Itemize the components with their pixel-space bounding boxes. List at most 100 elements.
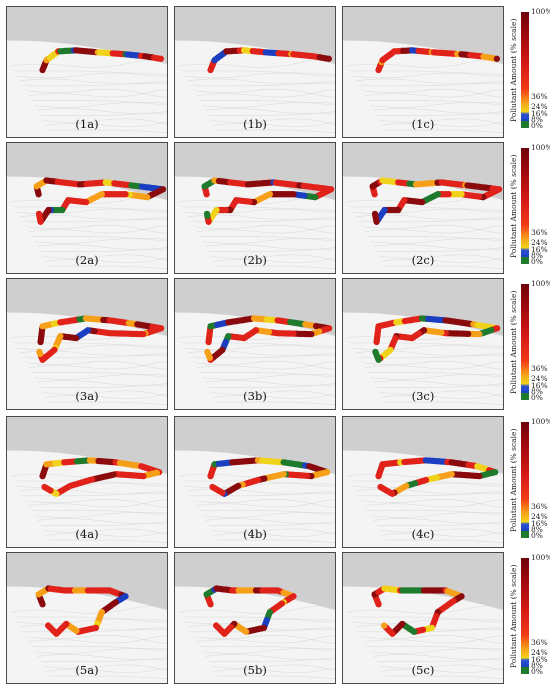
road-line — [214, 531, 335, 537]
panel-label: (2b) — [243, 253, 267, 267]
route-trace — [371, 585, 465, 637]
road-line — [202, 512, 335, 518]
panel-label: (1b) — [243, 117, 267, 131]
road-line — [355, 78, 503, 85]
road-line — [214, 393, 335, 399]
road-line — [379, 528, 503, 535]
map-panel-3c: (3c) — [342, 278, 504, 410]
colorbar-tick: 100% — [531, 143, 550, 152]
estuary — [117, 143, 146, 173]
map-canvas — [7, 279, 167, 406]
road-line — [37, 108, 167, 114]
route-trace — [39, 457, 163, 497]
road-line — [370, 238, 503, 244]
route-point — [381, 622, 388, 629]
road-line — [364, 89, 503, 98]
road-line — [199, 236, 335, 242]
colorbar-gradient — [521, 148, 529, 264]
road-line — [373, 244, 503, 250]
estuary — [453, 7, 482, 37]
road-line — [202, 648, 335, 654]
road-line — [46, 667, 167, 673]
road-line — [37, 244, 167, 250]
estuary — [285, 143, 314, 173]
road-line — [193, 88, 335, 98]
road-line — [361, 88, 503, 98]
panel-label: (3a) — [75, 389, 99, 403]
road-line — [349, 616, 503, 623]
colorbar-tick: 100% — [531, 417, 550, 426]
panel-label: (1a) — [75, 117, 99, 131]
road-line — [16, 344, 167, 351]
road-line — [364, 499, 503, 508]
panel-label: (3b) — [243, 389, 267, 403]
colorbar-gradient — [521, 558, 529, 674]
road-line — [49, 675, 167, 680]
road-line — [361, 634, 503, 644]
road-line — [208, 111, 335, 116]
colorbar-tick: 16% — [531, 518, 548, 528]
map-panel-5c: (5c) — [342, 552, 504, 684]
estuary — [285, 417, 314, 447]
road-line — [211, 390, 335, 397]
road-line — [43, 528, 167, 535]
colorbar-tick: 36% — [531, 364, 548, 374]
road-line — [358, 81, 503, 87]
road-line — [196, 635, 335, 644]
panel-label: (2c) — [411, 253, 435, 267]
road-line — [364, 635, 503, 644]
road-line — [196, 225, 335, 234]
road-line — [352, 344, 503, 351]
estuary — [453, 553, 482, 583]
road-line — [28, 635, 167, 644]
map-panel-1b: (1b) — [174, 6, 336, 138]
colorbar-tick: 16% — [531, 654, 548, 664]
road-line — [379, 664, 503, 671]
road-line — [385, 265, 503, 270]
estuary — [453, 279, 482, 309]
road-line — [364, 361, 503, 370]
road-line — [193, 224, 335, 234]
road-line — [370, 648, 503, 654]
estuary — [285, 553, 314, 583]
colorbar: 100% 36%24%16%8%0% — [521, 8, 550, 130]
road-line — [190, 81, 335, 87]
estuary — [117, 553, 146, 583]
colorbar-tick: 100% — [531, 7, 550, 16]
road-line — [181, 480, 335, 487]
road-line — [385, 129, 503, 134]
route-trace — [375, 457, 499, 497]
colorbar-tick: 8% — [531, 386, 543, 396]
colorbar-tick: 0% — [531, 393, 543, 403]
route-trace — [33, 177, 167, 225]
road-line — [25, 498, 167, 508]
road-line — [181, 206, 335, 213]
road-line — [205, 654, 335, 660]
road-line — [25, 224, 167, 234]
colorbar-tick: 0% — [531, 257, 543, 267]
map-panel-3a: (3a) — [6, 278, 168, 410]
road-line — [214, 257, 335, 263]
road-line — [28, 499, 167, 508]
road-line — [382, 393, 503, 399]
road-line — [361, 360, 503, 370]
colorbar: 100% 36%24%16%8%0% — [521, 418, 550, 540]
road-line — [211, 118, 335, 125]
road-line — [376, 111, 503, 116]
road-line — [217, 675, 335, 680]
road-line — [349, 480, 503, 487]
map-panel-1c: (1c) — [342, 6, 504, 138]
road-line — [214, 667, 335, 673]
map-canvas — [175, 417, 335, 544]
road-line — [199, 510, 335, 516]
road-line — [202, 374, 335, 380]
road-line — [346, 605, 503, 614]
map-canvas — [175, 553, 335, 680]
route-point — [493, 55, 501, 62]
road-line — [13, 480, 167, 487]
road-line — [382, 257, 503, 263]
panel-label: (4b) — [243, 527, 267, 541]
road-line — [28, 361, 167, 370]
road-line — [208, 657, 335, 662]
road-line — [25, 634, 167, 644]
